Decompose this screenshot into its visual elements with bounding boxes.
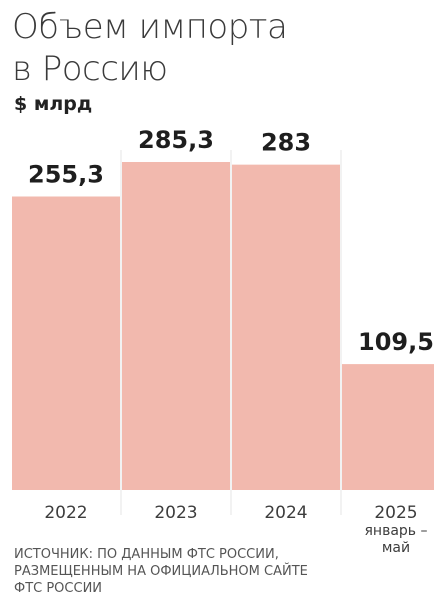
x-tick-label-2024: 2024 [264,503,307,523]
x-sublabel-2025-1: январь – [365,523,428,539]
chart-title: Объем импорта в Россию [12,6,288,90]
x-sublabel-2025-2: май [382,540,410,556]
bar-2024 [232,164,340,491]
value-label-2024: 283 [261,129,311,157]
value-label-2025: 109,5 [358,328,434,356]
x-tick-label-2022: 2022 [44,503,87,523]
source-line-3: ФТС РОССИИ [14,581,103,596]
source-line-1: ИСТОЧНИК: ПО ДАННЫМ ФТС РОССИИ, [14,547,279,562]
source-note: ИСТОЧНИК: ПО ДАННЫМ ФТС РОССИИ, РАЗМЕЩЕН… [14,546,334,597]
chart-title-line-1: Объем импорта [12,7,288,47]
x-tick-label-2023: 2023 [154,503,197,523]
source-line-2: РАЗМЕЩЕННЫМ НА ОФИЦИАЛЬНОМ САЙТЕ [14,564,308,579]
value-label-2023: 285,3 [138,126,214,154]
bar-2023 [122,162,230,490]
value-label-2022: 255,3 [28,160,104,188]
unit-label: $ млрд [14,93,93,115]
bar-2022 [12,196,120,491]
bar-2025 [342,364,434,490]
chart-title-line-2: в Россию [12,49,168,89]
x-tick-label-2025: 2025 [374,503,417,523]
